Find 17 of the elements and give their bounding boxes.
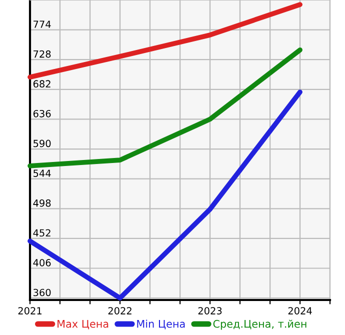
y-tick-label: 590 (34, 140, 51, 148)
y-tick-label: 682 (33, 80, 50, 88)
y-tick-label: 636 (33, 110, 51, 118)
x-tick-label: 2023 (198, 307, 222, 314)
y-tick-label: 544 (34, 170, 51, 177)
legend-label: Сред.Цена, т.йен (213, 320, 306, 330)
y-tick-label: 360 (34, 288, 51, 296)
y-tick-label: 498 (33, 199, 51, 207)
legend-label: Min Цена (137, 320, 185, 330)
x-tick-label: 2022 (108, 307, 132, 314)
y-tick-label: 728 (34, 50, 51, 58)
y-tick-label: 452 (33, 229, 50, 237)
y-tick-label: 774 (34, 20, 51, 28)
x-tick-label: 2021 (18, 307, 42, 314)
legend-label: Max Цена (58, 320, 108, 330)
x-tick-label: 2024 (288, 307, 312, 314)
y-tick-label: 406 (33, 259, 51, 266)
